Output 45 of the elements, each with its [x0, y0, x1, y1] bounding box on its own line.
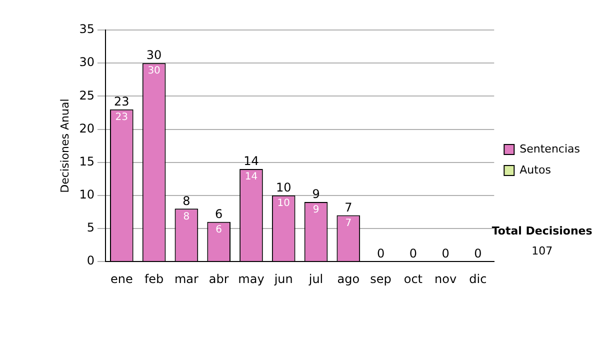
- x-tick-label: dic: [469, 272, 487, 286]
- y-tick-label: 20: [79, 121, 94, 136]
- x-tick-label: abr: [208, 272, 229, 286]
- total-label: 30: [146, 48, 162, 62]
- x-tick-label: may: [238, 272, 264, 286]
- data-label: 23: [115, 112, 128, 123]
- x-tick-label: sep: [370, 272, 392, 286]
- x-tick-label: jun: [273, 272, 293, 286]
- x-tick-label: feb: [144, 272, 164, 286]
- data-label: 9: [312, 204, 320, 216]
- total-label: 7: [344, 200, 352, 214]
- x-tick-label: ago: [337, 272, 360, 286]
- annotation: Total Decisiones: [492, 224, 593, 238]
- data-label: 10: [277, 198, 290, 210]
- total-label: 6: [215, 207, 223, 222]
- data-label: 30: [148, 66, 160, 77]
- total-label: 0: [474, 246, 482, 261]
- y-tick-label: 25: [79, 88, 94, 102]
- y-tick-label: 10: [79, 188, 94, 202]
- x-tick-label: nov: [434, 272, 457, 286]
- x-tick-label: jul: [308, 272, 324, 286]
- y-axis-title: Decisiones Anual: [58, 98, 72, 193]
- x-tick-label: oct: [404, 272, 423, 286]
- total-label: 9: [312, 187, 320, 202]
- legend-label: Autos: [520, 163, 552, 176]
- total-label: 10: [276, 180, 292, 195]
- total-label: 23: [114, 94, 130, 109]
- total-label: 0: [442, 246, 450, 261]
- x-tick-label: ene: [110, 272, 133, 286]
- total-label: 0: [376, 246, 385, 261]
- text: 107: [532, 244, 553, 258]
- total-label: 0: [409, 246, 417, 261]
- y-tick-label: 5: [86, 220, 94, 235]
- y-tick-label: 15: [79, 154, 94, 168]
- data-label: 6: [216, 224, 222, 236]
- data-label: 8: [183, 211, 190, 222]
- y-tick-label: 0: [86, 254, 94, 268]
- x-tick-label: mar: [174, 272, 198, 286]
- y-tick-label: 30: [79, 55, 94, 70]
- y-tick-label: 35: [79, 22, 94, 36]
- data-label: 7: [345, 218, 352, 229]
- total-label: 8: [182, 194, 190, 208]
- total-label: 14: [244, 154, 259, 168]
- legend-label: Sentencias: [520, 142, 580, 156]
- data-label: 14: [244, 172, 258, 183]
